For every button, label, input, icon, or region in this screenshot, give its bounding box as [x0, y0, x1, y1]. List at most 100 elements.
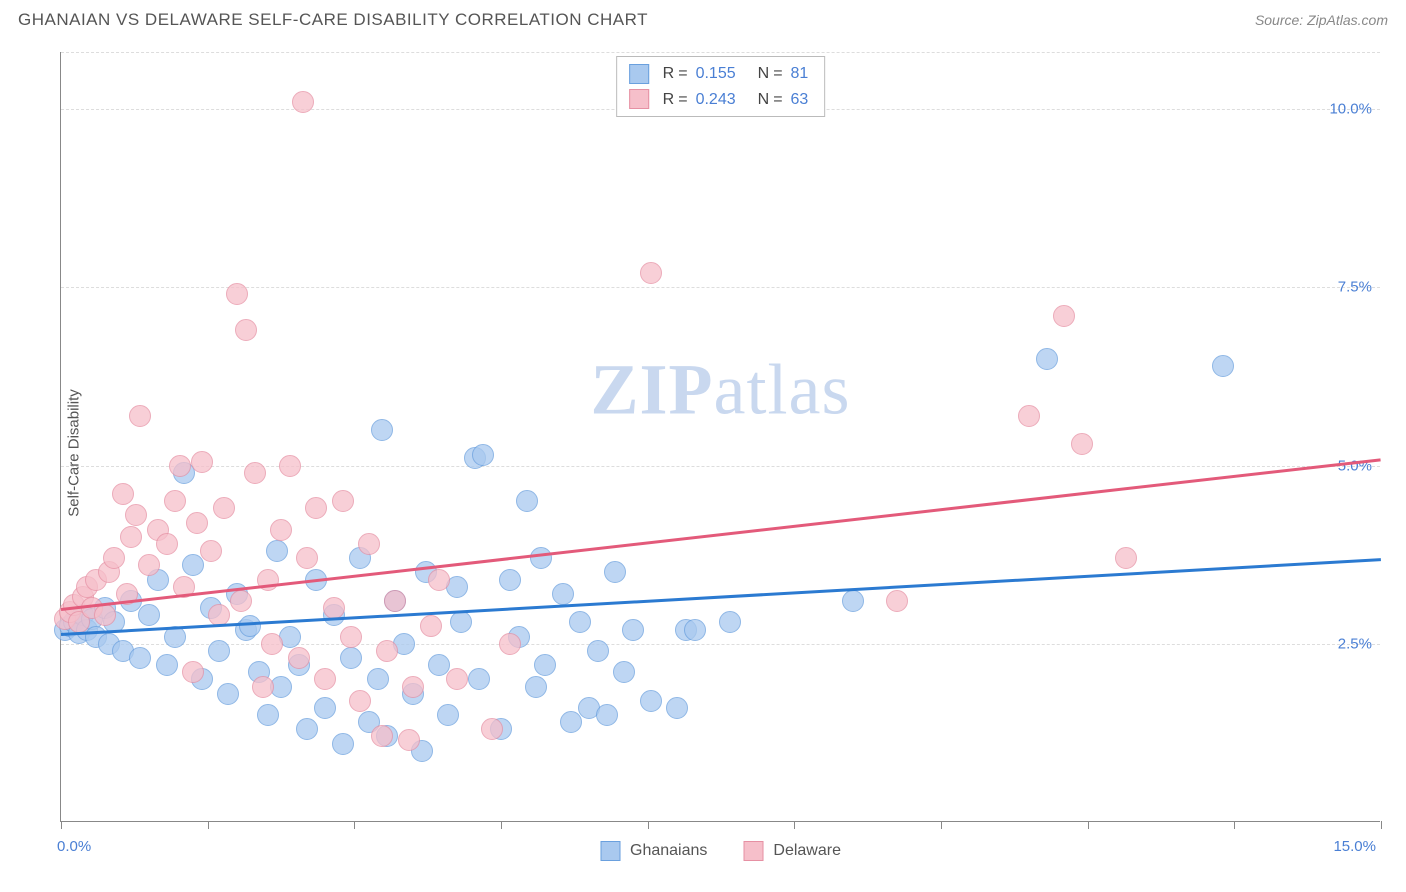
scatter-point — [468, 668, 490, 690]
scatter-point — [120, 526, 142, 548]
x-tick — [354, 821, 355, 829]
scatter-point — [1212, 355, 1234, 377]
legend-label: Delaware — [773, 842, 841, 860]
x-tick — [61, 821, 62, 829]
scatter-point — [213, 497, 235, 519]
scatter-point — [305, 497, 327, 519]
scatter-point — [1053, 305, 1075, 327]
scatter-point — [332, 733, 354, 755]
legend-swatch — [743, 841, 763, 861]
scatter-point — [569, 611, 591, 633]
scatter-point — [103, 547, 125, 569]
scatter-point — [886, 590, 908, 612]
gridline-h — [61, 644, 1380, 645]
scatter-point — [266, 540, 288, 562]
stat-eq: = — [773, 87, 782, 113]
series-legend: GhanaiansDelaware — [600, 841, 841, 861]
chart-title: GHANAIAN VS DELAWARE SELF-CARE DISABILIT… — [18, 10, 648, 30]
scatter-point — [252, 676, 274, 698]
scatter-point — [719, 611, 741, 633]
scatter-point — [314, 697, 336, 719]
scatter-point — [530, 547, 552, 569]
scatter-point — [472, 444, 494, 466]
scatter-point — [129, 647, 151, 669]
scatter-point — [499, 633, 521, 655]
legend-item: Delaware — [743, 841, 841, 861]
scatter-point — [279, 455, 301, 477]
stats-legend: R = 0.155N = 81R = 0.243N = 63 — [616, 56, 826, 117]
scatter-point — [332, 490, 354, 512]
scatter-point — [499, 569, 521, 591]
scatter-point — [296, 547, 318, 569]
scatter-point — [270, 519, 292, 541]
header: GHANAIAN VS DELAWARE SELF-CARE DISABILIT… — [0, 0, 1406, 36]
scatter-point — [169, 455, 191, 477]
scatter-point — [552, 583, 574, 605]
scatter-point — [613, 661, 635, 683]
scatter-point — [560, 711, 582, 733]
stat-eq: = — [773, 61, 782, 87]
scatter-point — [371, 419, 393, 441]
scatter-point — [208, 640, 230, 662]
scatter-point — [239, 615, 261, 637]
scatter-point — [230, 590, 252, 612]
scatter-point — [666, 697, 688, 719]
scatter-point — [138, 554, 160, 576]
scatter-point — [191, 451, 213, 473]
scatter-point — [640, 262, 662, 284]
scatter-point — [138, 604, 160, 626]
scatter-point — [622, 619, 644, 641]
scatter-point — [226, 283, 248, 305]
scatter-point — [604, 561, 626, 583]
scatter-point — [323, 597, 345, 619]
scatter-point — [446, 668, 468, 690]
x-tick — [208, 821, 209, 829]
x-tick — [941, 821, 942, 829]
stat-n-value: 81 — [791, 61, 809, 87]
watermark-zip: ZIP — [591, 350, 714, 430]
stat-n-value: 63 — [791, 87, 809, 113]
x-tick — [501, 821, 502, 829]
x-tick-label-left: 0.0% — [57, 838, 91, 855]
scatter-point — [587, 640, 609, 662]
scatter-point — [525, 676, 547, 698]
scatter-point — [640, 690, 662, 712]
y-tick-label: 2.5% — [1338, 635, 1372, 652]
scatter-point — [376, 640, 398, 662]
scatter-point — [182, 554, 204, 576]
x-tick — [1088, 821, 1089, 829]
scatter-point — [428, 569, 450, 591]
scatter-point — [1018, 405, 1040, 427]
stat-n-label: N — [758, 87, 770, 113]
scatter-point — [1036, 348, 1058, 370]
scatter-point — [340, 626, 362, 648]
scatter-point — [164, 490, 186, 512]
scatter-point — [288, 647, 310, 669]
x-tick-label-right: 15.0% — [1333, 838, 1376, 855]
plot-area: ZIPatlas R = 0.155N = 81R = 0.243N = 63 … — [60, 52, 1380, 822]
legend-swatch — [629, 89, 649, 109]
scatter-point — [481, 718, 503, 740]
gridline-h — [61, 52, 1380, 53]
scatter-point — [340, 647, 362, 669]
scatter-point — [314, 668, 336, 690]
stat-eq: = — [678, 61, 687, 87]
watermark-atlas: atlas — [714, 350, 851, 430]
stats-row: R = 0.155N = 81 — [629, 61, 813, 87]
scatter-point — [420, 615, 442, 637]
scatter-point — [596, 704, 618, 726]
scatter-point — [296, 718, 318, 740]
scatter-point — [200, 540, 222, 562]
x-tick — [794, 821, 795, 829]
scatter-point — [437, 704, 459, 726]
scatter-point — [125, 504, 147, 526]
scatter-point — [112, 483, 134, 505]
gridline-h — [61, 287, 1380, 288]
scatter-point — [186, 512, 208, 534]
scatter-point — [261, 633, 283, 655]
watermark: ZIPatlas — [591, 349, 851, 432]
stats-row: R = 0.243N = 63 — [629, 87, 813, 113]
stat-r-value: 0.155 — [696, 61, 736, 87]
stat-eq: = — [678, 87, 687, 113]
scatter-point — [371, 725, 393, 747]
